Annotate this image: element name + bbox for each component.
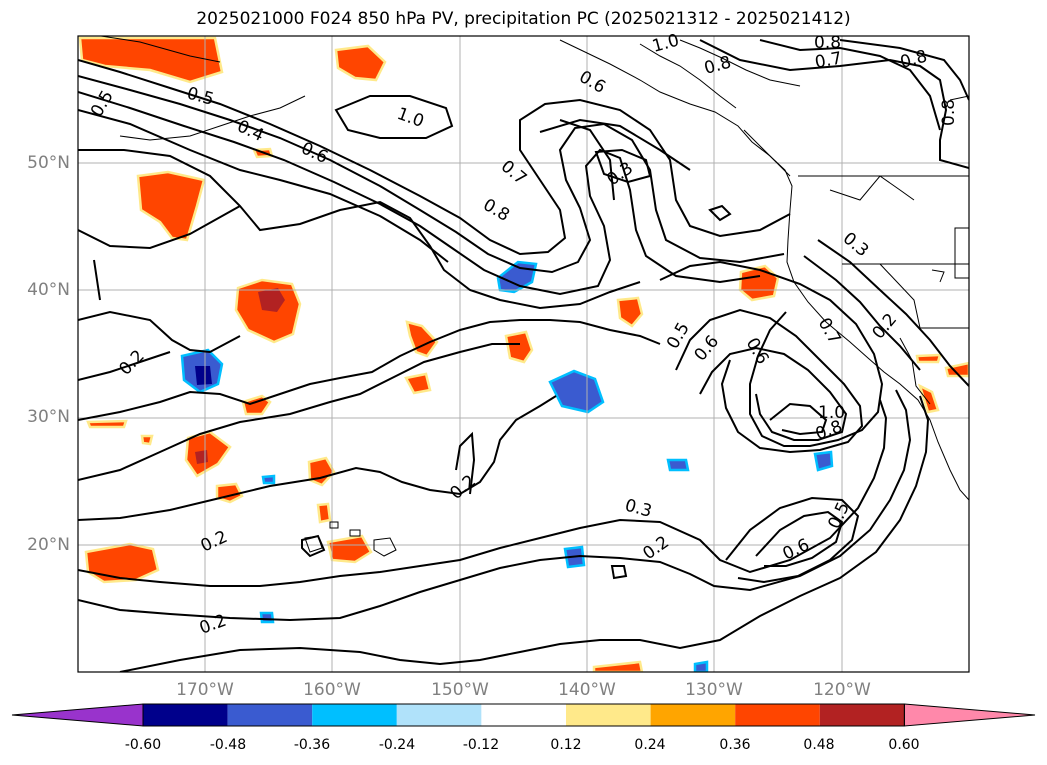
lon-label-170w: 170°W <box>176 680 234 700</box>
lat-label-50n: 50°N <box>27 153 70 173</box>
lon-label-140w: 140°W <box>558 680 616 700</box>
lat-label-30n: 30°N <box>27 407 70 427</box>
colorbar-extend-min <box>11 703 144 727</box>
colorbar-segment <box>735 704 820 726</box>
colorbar-segment <box>396 704 482 726</box>
colorbar-extend-max <box>903 703 1036 727</box>
colorbar-tick-label: -0.24 <box>378 737 416 753</box>
colorbar <box>11 703 1036 727</box>
map-title: 2025021000 F024 850 hPa PV, precipitatio… <box>196 9 851 29</box>
colorbar-tick-label: 0.36 <box>719 737 751 753</box>
colorbar-segment <box>481 704 566 726</box>
contour-label: 0.7 <box>813 49 843 73</box>
map-frame <box>77 35 970 673</box>
colorbar-tick-label: -0.60 <box>124 737 162 753</box>
colorbar-tick-label: -0.48 <box>209 737 247 753</box>
colorbar-tick-label: 0.48 <box>803 737 835 753</box>
colorbar-segment <box>143 704 228 726</box>
lon-label-160w: 160°W <box>303 680 361 700</box>
lon-label-150w: 150°W <box>431 680 489 700</box>
contour-label: 0.8 <box>939 99 959 126</box>
colorbar-tick-label: 0.24 <box>634 737 666 753</box>
contour-label: 0.8 <box>814 33 841 53</box>
colorbar-segment <box>227 704 313 726</box>
precip-strong-negative <box>195 366 212 385</box>
contour-label: 1.0 <box>818 403 845 423</box>
lat-label-20n: 20°N <box>27 535 70 555</box>
colorbar-tick-label: -0.12 <box>462 737 500 753</box>
colorbar-segment <box>650 704 736 726</box>
colorbar-tick-label: 0.12 <box>550 737 582 753</box>
lon-label-130w: 130°W <box>685 680 743 700</box>
lat-label-40n: 40°N <box>27 280 70 300</box>
pv-contours <box>78 39 969 672</box>
graticule <box>78 36 969 672</box>
colorbar-segment <box>819 704 905 726</box>
colorbar-frame <box>142 703 905 727</box>
colorbar-tick-label: -0.36 <box>293 737 331 753</box>
precip-positive-areas <box>78 36 969 672</box>
colorbar-segment <box>312 704 397 726</box>
colorbar-segment <box>566 704 651 726</box>
lon-label-120w: 120°W <box>813 680 871 700</box>
colorbar-tick-label: 0.60 <box>888 737 920 753</box>
